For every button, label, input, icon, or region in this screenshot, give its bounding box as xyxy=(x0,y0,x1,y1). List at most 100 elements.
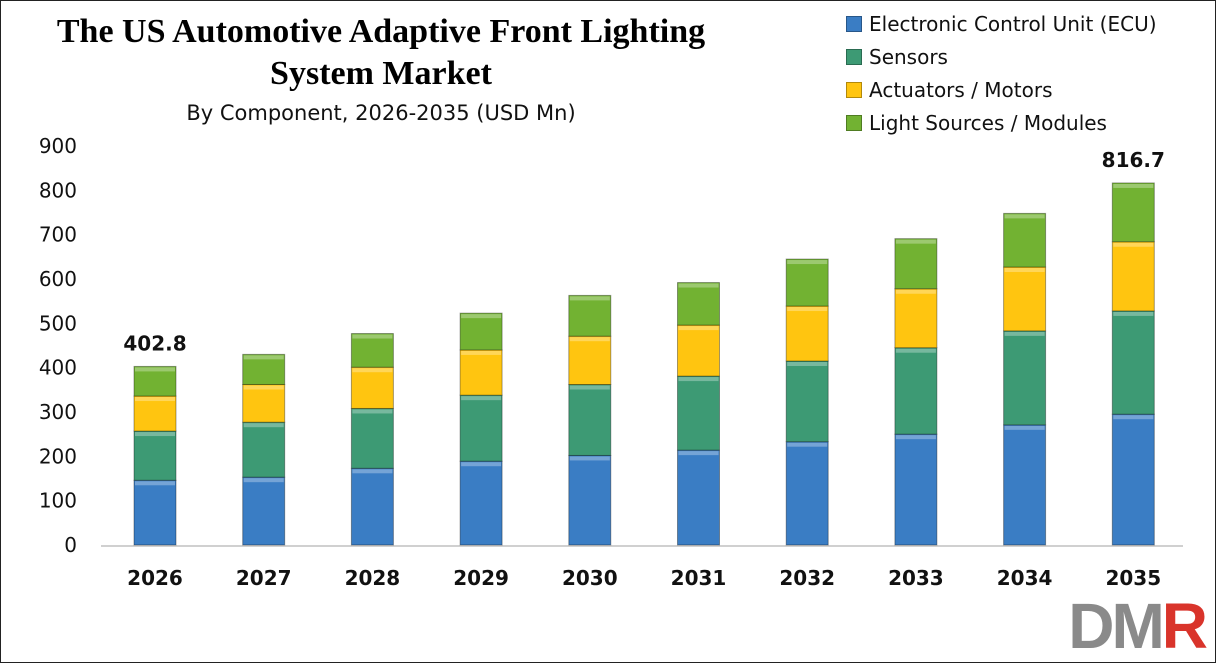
bar-segment xyxy=(568,384,612,456)
bar-segment xyxy=(785,258,829,307)
bar-bevel xyxy=(135,481,175,486)
chart-subtitle: By Component, 2026-2035 (USD Mn) xyxy=(186,101,576,125)
bar-bevel xyxy=(1004,425,1045,430)
bar-segment xyxy=(568,335,612,386)
bar-segment xyxy=(1111,241,1155,312)
bar-bevel xyxy=(787,362,828,367)
bar-segment xyxy=(1003,330,1047,426)
bar-bevel xyxy=(461,396,502,401)
x-tick-label: 2029 xyxy=(453,566,509,590)
bar-segment xyxy=(1111,310,1155,415)
x-tick-label: 2033 xyxy=(888,566,944,590)
bar-segment xyxy=(350,366,394,409)
bar-bevel xyxy=(243,385,284,390)
legend-item: Light Sources / Modules xyxy=(846,106,1157,139)
bar-bevel xyxy=(135,367,175,372)
bar-segment xyxy=(1003,424,1047,546)
legend-swatch xyxy=(846,15,862,32)
bar-bevel xyxy=(352,409,393,414)
y-tick-label: 0 xyxy=(64,533,77,557)
bar-bevel xyxy=(569,385,610,390)
bar-bevel xyxy=(895,348,936,353)
data-label: 402.8 xyxy=(123,331,186,355)
bar-segment xyxy=(133,395,177,432)
bar-segment xyxy=(785,305,829,362)
y-tick-label: 200 xyxy=(39,444,77,468)
bar-bevel xyxy=(678,451,719,456)
bar-bevel xyxy=(135,397,175,402)
bar-segment xyxy=(459,312,503,351)
chart-title-line2: System Market xyxy=(270,55,492,92)
bar-segment xyxy=(459,394,503,462)
bar-bevel xyxy=(1004,331,1045,336)
bar-segment xyxy=(677,449,720,546)
y-tick-label: 900 xyxy=(39,134,77,158)
bar-segment xyxy=(133,430,177,481)
bar-segment xyxy=(677,375,720,451)
bar-bevel xyxy=(1113,415,1154,420)
y-tick-label: 400 xyxy=(39,356,77,380)
legend-item: Actuators / Motors xyxy=(846,73,1157,106)
bar-segment xyxy=(350,467,394,546)
bar-bevel xyxy=(461,462,502,467)
bar-segment xyxy=(677,282,720,326)
bar-segment xyxy=(785,441,829,546)
bar-bevel xyxy=(678,377,719,382)
legend-label: Light Sources / Modules xyxy=(869,110,1107,135)
bar-bevel xyxy=(1113,242,1154,247)
bar-bevel xyxy=(895,239,936,244)
y-tick-label: 300 xyxy=(39,400,77,424)
legend-swatch xyxy=(846,114,862,131)
bar-bevel xyxy=(895,435,936,440)
data-label: 816.7 xyxy=(1102,148,1165,172)
chart-title-line1: The US Automotive Adaptive Front Lightin… xyxy=(56,13,706,50)
bar-bevel xyxy=(787,260,828,265)
bar-segment xyxy=(785,360,829,443)
bar-bevel xyxy=(243,355,284,360)
legend-label: Sensors xyxy=(869,44,948,69)
bar-bevel xyxy=(135,432,175,437)
bar-bevel xyxy=(352,469,393,474)
bar-bevel xyxy=(678,283,719,288)
bar-bevel xyxy=(1004,214,1045,219)
bar-bevel xyxy=(678,326,719,331)
bar-bevel xyxy=(569,296,610,301)
bar-segment xyxy=(677,324,720,377)
legend-label: Actuators / Motors xyxy=(869,77,1053,102)
legend-swatch xyxy=(846,81,862,98)
bar-bevel xyxy=(1113,183,1154,188)
bar-segment xyxy=(242,421,286,478)
legend-item: Sensors xyxy=(846,40,1157,73)
bar-bevel xyxy=(352,368,393,373)
bar-bevel xyxy=(461,350,502,355)
bar-bevel xyxy=(569,456,610,461)
x-tick-label: 2028 xyxy=(345,566,401,590)
bar-bevel xyxy=(1113,311,1154,316)
x-tick-label: 2032 xyxy=(779,566,835,590)
bar-segment xyxy=(1111,182,1155,243)
dmr-logo: DMR xyxy=(1068,590,1208,662)
bar-segment xyxy=(894,238,938,290)
x-tick-label: 2034 xyxy=(997,566,1053,590)
bar-segment xyxy=(133,365,177,397)
bar-segment xyxy=(350,407,394,469)
bar-segment xyxy=(894,433,938,546)
bar-segment xyxy=(894,347,938,435)
bar-segment xyxy=(133,479,177,546)
bar-segment xyxy=(459,460,503,546)
bar-segment xyxy=(1003,266,1047,332)
x-tick-label: 2031 xyxy=(671,566,727,590)
bar-bevel xyxy=(787,442,828,447)
bar-segment xyxy=(568,294,612,337)
bar-segment xyxy=(1003,212,1047,268)
bar-bevel xyxy=(569,337,610,342)
bar-bevel xyxy=(1004,268,1045,273)
bar-segment xyxy=(1111,413,1155,546)
x-tick-label: 2026 xyxy=(127,566,183,590)
bar-segment xyxy=(242,353,286,386)
bar-bevel xyxy=(461,314,502,319)
x-tick-label: 2027 xyxy=(236,566,292,590)
legend-swatch xyxy=(846,48,862,65)
